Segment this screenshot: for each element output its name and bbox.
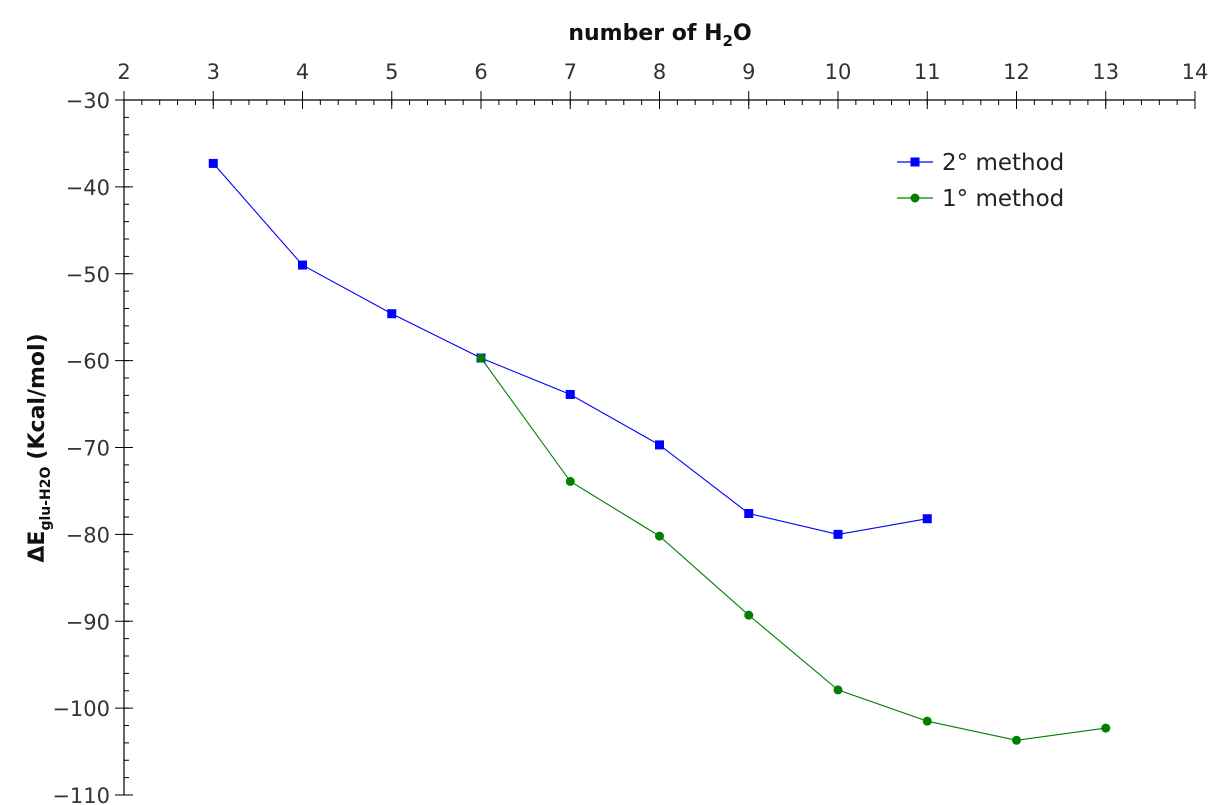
legend-label: 2° method: [942, 150, 1064, 176]
y-axis-title: ΔEglu-H2O (Kcal/mol): [25, 333, 54, 562]
data-point: [387, 309, 397, 319]
data-point: [833, 529, 843, 539]
data-point: [922, 716, 932, 726]
legend-item: 1° method: [897, 186, 1064, 212]
data-point: [1101, 723, 1111, 733]
legend: 2° method 1° method: [897, 150, 1064, 212]
data-point: [833, 685, 843, 695]
data-point: [744, 610, 754, 620]
legend-marker: [910, 157, 920, 167]
series-line: [480, 357, 1106, 741]
y-axis-title-main: ΔE: [25, 531, 50, 563]
data-point: [744, 509, 754, 519]
data-point: [565, 390, 575, 400]
x-tick-label: 5: [385, 60, 398, 84]
y-tick-label: −90: [66, 610, 110, 634]
x-tick-label: 6: [474, 60, 487, 84]
major-ticks: [115, 91, 1196, 796]
data-point: [565, 476, 575, 486]
x-tick-label: 2: [117, 60, 130, 84]
data-point: [1012, 735, 1021, 745]
y-tick-label: −50: [66, 263, 110, 287]
y-tick-label: −70: [66, 437, 110, 461]
series-layer: [208, 158, 1111, 745]
x-tick-label: 12: [1003, 60, 1030, 84]
y-tick-label: −100: [52, 697, 110, 721]
y-tick-label: −40: [66, 176, 110, 200]
x-axis-title-suffix: O: [733, 21, 752, 46]
series-2: [476, 353, 1111, 745]
data-point: [922, 514, 932, 524]
x-tick-label: 10: [825, 60, 852, 84]
x-axis-title-prefix: number of H: [568, 21, 722, 46]
y-tick-label: −30: [66, 89, 110, 113]
y-axis-title-subscript: glu-H2O: [38, 466, 54, 530]
x-tick-label: 7: [564, 60, 577, 84]
x-axis-title: number of H2O: [568, 21, 751, 50]
tick-labels: 2 3 4 5 6 7 8 9 10 11 12 13 14 −30 −40 −50 −60 −70 −80 −90 −…: [52, 60, 1208, 805]
x-axis-title-subscript: 2: [723, 32, 733, 50]
y-tick-label: −110: [52, 784, 110, 805]
legend-item: 2° method: [897, 150, 1064, 176]
x-tick-label: 4: [296, 60, 309, 84]
data-point: [655, 531, 664, 541]
x-tick-label: 8: [653, 60, 666, 84]
x-tick-label: 13: [1092, 60, 1119, 84]
y-axis-title-units: (Kcal/mol): [25, 333, 50, 459]
data-point: [655, 440, 664, 450]
x-tick-label: 14: [1182, 60, 1209, 84]
x-tick-label: 9: [742, 60, 755, 84]
y-tick-label: −60: [66, 350, 110, 374]
legend-marker: [910, 193, 920, 203]
data-point: [476, 353, 486, 363]
x-tick-label: 11: [914, 60, 941, 84]
data-point: [298, 260, 307, 270]
x-tick-label: 3: [207, 60, 220, 84]
y-tick-label: −80: [66, 523, 110, 547]
legend-label: 1° method: [942, 186, 1064, 212]
data-point: [208, 158, 218, 168]
